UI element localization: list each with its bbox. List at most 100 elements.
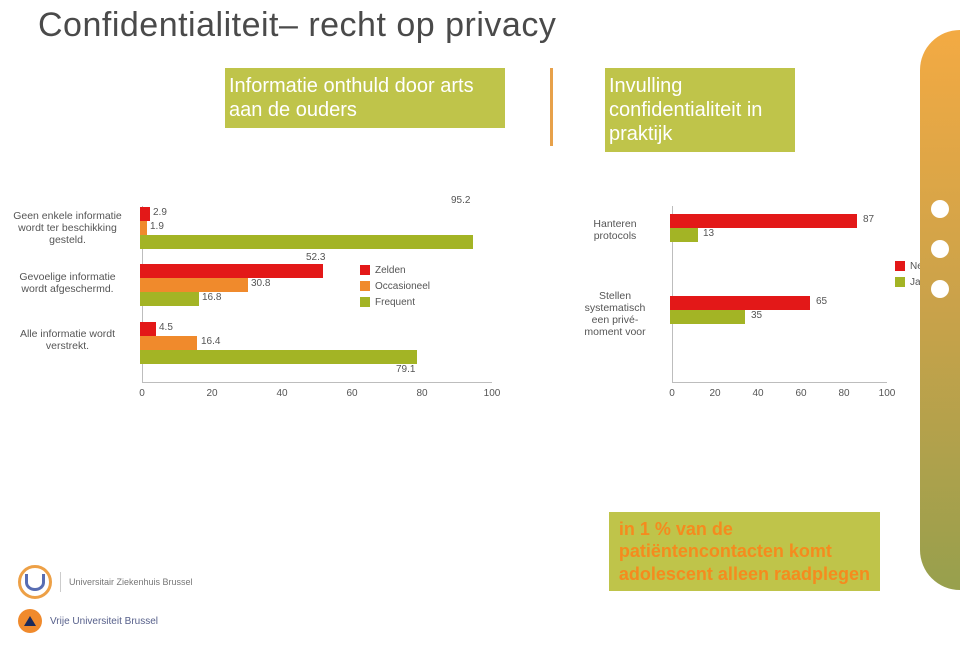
footer-logos: Universitair Ziekenhuis Brussel Vrije Un… bbox=[18, 565, 193, 633]
chart2-legend-ja-label: Ja bbox=[910, 277, 921, 288]
chart1-xtick-4: 80 bbox=[416, 388, 427, 399]
chart2-xtick-2: 40 bbox=[752, 388, 763, 399]
chart1-r1-val-zelden: 2.9 bbox=[153, 207, 167, 218]
chart2-xtick-0: 0 bbox=[669, 388, 675, 399]
chart1-legend-zelden-swatch bbox=[360, 265, 370, 275]
chart2-r2-bar-neen bbox=[670, 296, 810, 310]
chart1-cat1-line2: wordt ter beschikking bbox=[10, 222, 125, 234]
chart1-xtick-0: 0 bbox=[139, 388, 145, 399]
chart2-x-axis bbox=[672, 382, 887, 383]
chart1-legend-frequent-label: Frequent bbox=[375, 297, 415, 308]
chart1-cat1-line3: gesteld. bbox=[10, 234, 125, 246]
chart2-cat1-line2: protocols bbox=[570, 230, 660, 242]
chart1-xtick-5: 100 bbox=[484, 388, 501, 399]
chart-confidentiality-practice: Hanteren protocols Stellen systematisch … bbox=[570, 210, 950, 420]
chart2-row-2: 65 35 bbox=[670, 296, 885, 356]
chart1-r1-bar-occasioneel bbox=[140, 221, 147, 235]
chart1-r1-val-occasioneel: 1.9 bbox=[150, 221, 164, 232]
callout-box: in 1 % van de patiëntencontacten komt ad… bbox=[609, 512, 880, 592]
callout-line2: patiëntencontacten komt bbox=[619, 540, 870, 563]
callout-line3: adolescent alleen raadplegen bbox=[619, 563, 870, 586]
header-box-right-line1: Invulling bbox=[609, 74, 791, 98]
chart1-row-2: 52.3 30.8 16.8 bbox=[140, 264, 490, 310]
header-box-right-line2: confidentialiteit in bbox=[609, 98, 791, 122]
header-box-left-line2: aan de ouders bbox=[229, 98, 501, 122]
chart1-legend-occasioneel: Occasioneel bbox=[360, 278, 430, 294]
chart2-plot-area: 87 13 65 35 bbox=[670, 210, 885, 380]
chart1-x-axis-ticks: 0 20 40 60 80 100 bbox=[142, 388, 492, 408]
chart2-cat1-line1: Hanteren bbox=[570, 218, 660, 230]
chart1-legend-occasioneel-label: Occasioneel bbox=[375, 281, 430, 292]
header-box-left: Informatie onthuld door arts aan de oude… bbox=[225, 68, 505, 128]
chart2-cat2-line4: moment voor bbox=[570, 326, 660, 338]
chart2-r1-bar-ja bbox=[670, 228, 698, 242]
chart2-cat2-line3: een privé- bbox=[570, 314, 660, 326]
chart1-row-3: 4.5 16.4 79.1 bbox=[140, 322, 490, 368]
chart2-legend-neen-swatch bbox=[895, 261, 905, 271]
chart1-legend: Zelden Occasioneel Frequent bbox=[360, 262, 430, 310]
uz-logo-icon bbox=[18, 565, 52, 599]
logo-uz-brussel: Universitair Ziekenhuis Brussel bbox=[18, 565, 193, 599]
chart2-x-axis-ticks: 0 20 40 60 80 100 bbox=[672, 388, 887, 408]
chart1-row-1: 2.9 1.9 95.2 bbox=[140, 207, 490, 253]
chart1-cat2-line1: Gevoelige informatie bbox=[10, 271, 125, 283]
chart1-r1-bar-zelden bbox=[140, 207, 150, 221]
chart1-r2-bar-occasioneel bbox=[140, 278, 248, 292]
chart2-cat2-line1: Stellen bbox=[570, 290, 660, 302]
chart1-cat1-line1: Geen enkele informatie bbox=[10, 210, 125, 222]
chart2-row-1: 87 13 bbox=[670, 214, 885, 274]
header-divider bbox=[550, 68, 553, 146]
chart1-r3-val-zelden: 4.5 bbox=[159, 322, 173, 333]
header-box-right-line3: praktijk bbox=[609, 122, 791, 146]
vub-logo-icon bbox=[18, 609, 42, 633]
chart1-r3-val-occasioneel: 16.4 bbox=[201, 336, 220, 347]
uz-logo-text: Universitair Ziekenhuis Brussel bbox=[69, 577, 193, 587]
chart1-r2-val-zelden: 52.3 bbox=[306, 252, 325, 263]
chart1-r1-bar-frequent bbox=[140, 235, 473, 249]
chart1-xtick-3: 60 bbox=[346, 388, 357, 399]
chart2-cat2-line2: systematisch bbox=[570, 302, 660, 314]
chart2-xtick-3: 60 bbox=[795, 388, 806, 399]
chart1-r3-bar-occasioneel bbox=[140, 336, 197, 350]
chart2-xtick-4: 80 bbox=[838, 388, 849, 399]
right-ornament bbox=[920, 30, 960, 590]
page-title: Confidentialiteit– recht op privacy bbox=[38, 6, 556, 45]
chart2-r1-bar-neen bbox=[670, 214, 857, 228]
chart1-r2-bar-frequent bbox=[140, 292, 199, 306]
chart2-r2-val-neen: 65 bbox=[816, 296, 827, 307]
chart1-xtick-2: 40 bbox=[276, 388, 287, 399]
chart1-xtick-1: 20 bbox=[206, 388, 217, 399]
chart1-r3-bar-zelden bbox=[140, 322, 156, 336]
chart1-legend-zelden: Zelden bbox=[360, 262, 430, 278]
chart2-r2-val-ja: 35 bbox=[751, 310, 762, 321]
chart2-xtick-5: 100 bbox=[879, 388, 896, 399]
header-box-left-line1: Informatie onthuld door arts bbox=[229, 74, 501, 98]
chart2-r1-val-neen: 87 bbox=[863, 214, 874, 225]
chart2-legend-ja-swatch bbox=[895, 277, 905, 287]
chart1-r1-val-frequent: 95.2 bbox=[451, 195, 470, 206]
ornament-dot-3 bbox=[931, 280, 949, 298]
vub-logo-text: Vrije Universiteit Brussel bbox=[50, 616, 158, 627]
chart1-cat3-line1: Alle informatie wordt bbox=[10, 328, 125, 340]
ornament-dot-2 bbox=[931, 240, 949, 258]
chart1-r2-bar-zelden bbox=[140, 264, 323, 278]
logo-vub: Vrije Universiteit Brussel bbox=[18, 609, 193, 633]
chart2-r1-val-ja: 13 bbox=[703, 228, 714, 239]
chart1-r2-val-frequent: 16.8 bbox=[202, 292, 221, 303]
chart1-cat3-line2: verstrekt. bbox=[10, 340, 125, 352]
chart1-r3-bar-frequent bbox=[140, 350, 417, 364]
chart1-cat2-line2: wordt afgeschermd. bbox=[10, 283, 125, 295]
chart1-legend-frequent: Frequent bbox=[360, 294, 430, 310]
ornament-dot-1 bbox=[931, 200, 949, 218]
header-box-right: Invulling confidentialiteit in praktijk bbox=[605, 68, 795, 152]
chart-info-disclosure: Geen enkele informatie wordt ter beschik… bbox=[10, 210, 545, 420]
chart1-r2-val-occasioneel: 30.8 bbox=[251, 278, 270, 289]
chart1-r3-val-frequent: 79.1 bbox=[396, 364, 415, 375]
chart1-legend-frequent-swatch bbox=[360, 297, 370, 307]
chart2-xtick-1: 20 bbox=[709, 388, 720, 399]
chart2-r2-bar-ja bbox=[670, 310, 745, 324]
chart1-plot-area: 2.9 1.9 95.2 52.3 30.8 16.8 4.5 16.4 79.… bbox=[140, 210, 490, 380]
chart1-legend-occasioneel-swatch bbox=[360, 281, 370, 291]
callout-line1: in 1 % van de bbox=[619, 518, 870, 541]
chart1-x-axis bbox=[142, 382, 492, 383]
